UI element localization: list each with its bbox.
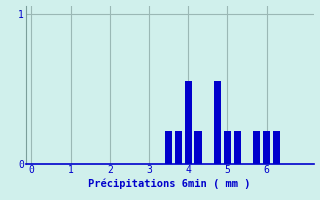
Bar <box>165 131 172 164</box>
Bar <box>195 131 202 164</box>
Bar <box>253 131 260 164</box>
Bar <box>214 81 221 164</box>
Bar <box>273 131 280 164</box>
X-axis label: Précipitations 6min ( mm ): Précipitations 6min ( mm ) <box>88 178 251 189</box>
Bar <box>175 131 182 164</box>
Bar <box>234 131 241 164</box>
Bar <box>185 81 192 164</box>
Bar <box>224 131 231 164</box>
Bar <box>263 131 270 164</box>
